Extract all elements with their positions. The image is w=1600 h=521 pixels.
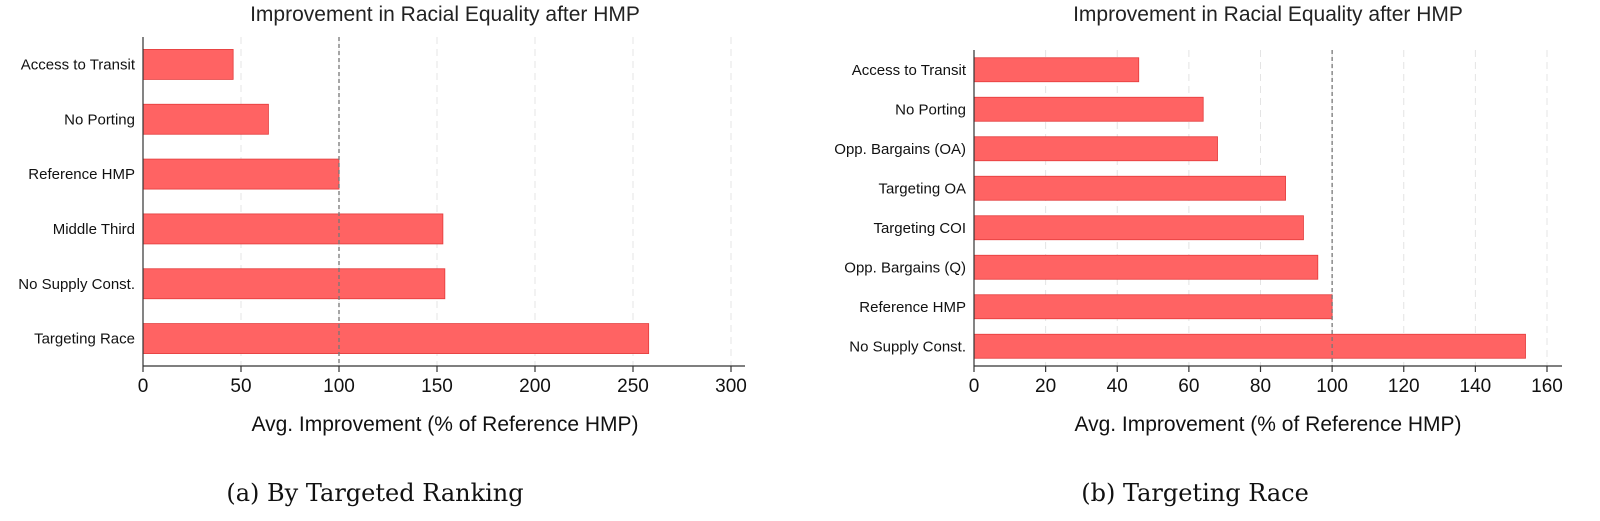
category-label: Targeting OA [878,180,966,197]
bar [142,103,269,135]
bar [973,136,1218,162]
x-tick-label: 200 [519,376,551,397]
bar [142,323,650,354]
chart-title-a: Improvement in Racial Equality after HMP [250,3,640,26]
category-label: No Porting [64,111,135,128]
category-label: Opp. Bargains (OA) [834,141,966,158]
x-axis-label-b: Avg. Improvement (% of Reference HMP) [1074,413,1461,436]
x-tick-label: 120 [1388,376,1420,397]
category-label: Opp. Bargains (Q) [844,259,966,276]
x-axis-label-a: Avg. Improvement (% of Reference HMP) [251,413,638,436]
x-tick-label: 100 [323,376,355,397]
x-tick-label: 40 [1107,376,1128,397]
x-tick-label: 20 [1035,376,1056,397]
x-tick-label: 160 [1531,376,1563,397]
x-tick-label: 0 [969,376,980,397]
bar [973,215,1304,241]
x-tick-label: 300 [715,376,747,397]
caption-b: (b) Targeting Race [1081,479,1309,507]
bar [973,175,1286,201]
chart-panel-b: Improvement in Racial Equality after HMP… [834,3,1563,507]
category-label: Reference HMP [28,166,135,183]
category-label: Middle Third [53,221,135,238]
bar [973,57,1140,83]
category-label: Targeting Race [34,331,135,348]
category-label: No Supply Const. [849,338,966,355]
x-tick-label: 50 [230,376,251,397]
x-tick-label: 150 [421,376,453,397]
bar [973,96,1204,122]
chart-panel-a: Improvement in Racial Equality after HMP… [18,3,747,507]
bar [142,158,340,190]
bar [973,333,1526,359]
caption-a: (a) By Targeted Ranking [226,479,523,507]
x-tick-label: 60 [1178,376,1199,397]
bar [973,294,1333,320]
bar [142,213,444,245]
x-tick-label: 0 [138,376,149,397]
x-tick-label: 250 [617,376,649,397]
category-label: No Supply Const. [18,276,135,293]
chart-title-b: Improvement in Racial Equality after HMP [1073,3,1463,26]
x-tick-label: 80 [1250,376,1271,397]
x-tick-label: 140 [1460,376,1492,397]
category-label: No Porting [895,101,966,118]
bar [973,254,1319,280]
bar [142,268,446,300]
bar [142,49,234,80]
category-label: Access to Transit [852,62,967,79]
category-label: Targeting COI [873,220,966,237]
x-tick-label: 100 [1316,376,1348,397]
category-label: Access to Transit [21,56,136,73]
category-label: Reference HMP [859,299,966,316]
